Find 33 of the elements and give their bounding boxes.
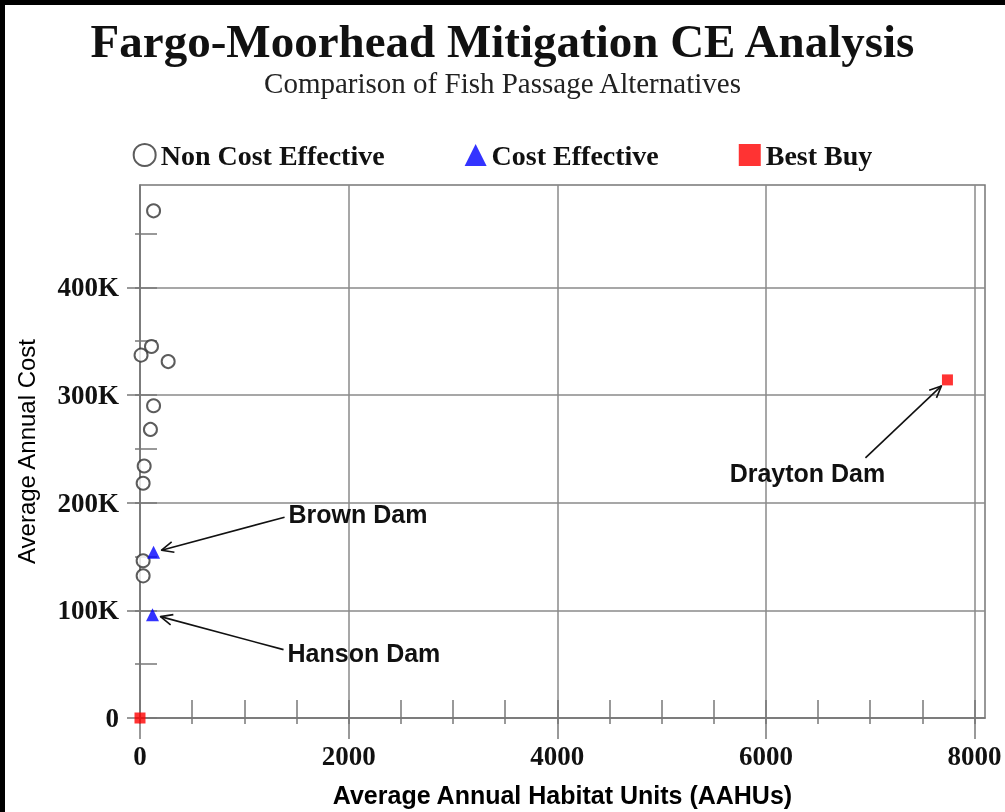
- point: [133, 347, 149, 363]
- annotation: Hanson Dam: [287, 638, 441, 667]
- annotation: Drayton Dam: [729, 458, 886, 487]
- y-tick-label: 0: [105, 703, 119, 733]
- chart-title: Fargo-Moorhead Mitigation CE Analysis: [90, 14, 915, 67]
- point: [135, 475, 151, 491]
- x-tick-label: 4000: [530, 741, 585, 771]
- point: [146, 398, 162, 414]
- legend-label: Non Cost Effective: [160, 139, 385, 171]
- point: [147, 545, 161, 559]
- point: [941, 374, 953, 386]
- chart-subtitle: Comparison of Fish Passage Alternatives: [264, 66, 741, 99]
- point: [135, 568, 151, 584]
- legend-label: Cost Effective: [491, 139, 659, 171]
- y-tick-label: 100K: [57, 595, 119, 626]
- legend-label: Best Buy: [765, 139, 873, 171]
- point: [143, 339, 159, 355]
- y-tick-label: 300K: [57, 379, 119, 410]
- x-axis-title: Average Annual Habitat Units (AAHUs): [332, 780, 793, 809]
- point: [146, 203, 162, 219]
- x-tick-label: 8000: [947, 741, 1002, 771]
- x-tick-label: 6000: [738, 741, 793, 771]
- point: [136, 458, 152, 474]
- x-tick-label: 0: [133, 741, 147, 771]
- y-tick-label: 400K: [57, 272, 119, 303]
- point: [160, 354, 176, 370]
- x-tick-label: 2000: [321, 741, 376, 771]
- annotation: Brown Dam: [288, 500, 428, 529]
- point: [142, 421, 158, 437]
- y-axis-title: Average Annual Cost: [12, 338, 40, 565]
- y-tick-label: 200K: [57, 487, 119, 518]
- point: [146, 608, 160, 622]
- point: [135, 553, 151, 569]
